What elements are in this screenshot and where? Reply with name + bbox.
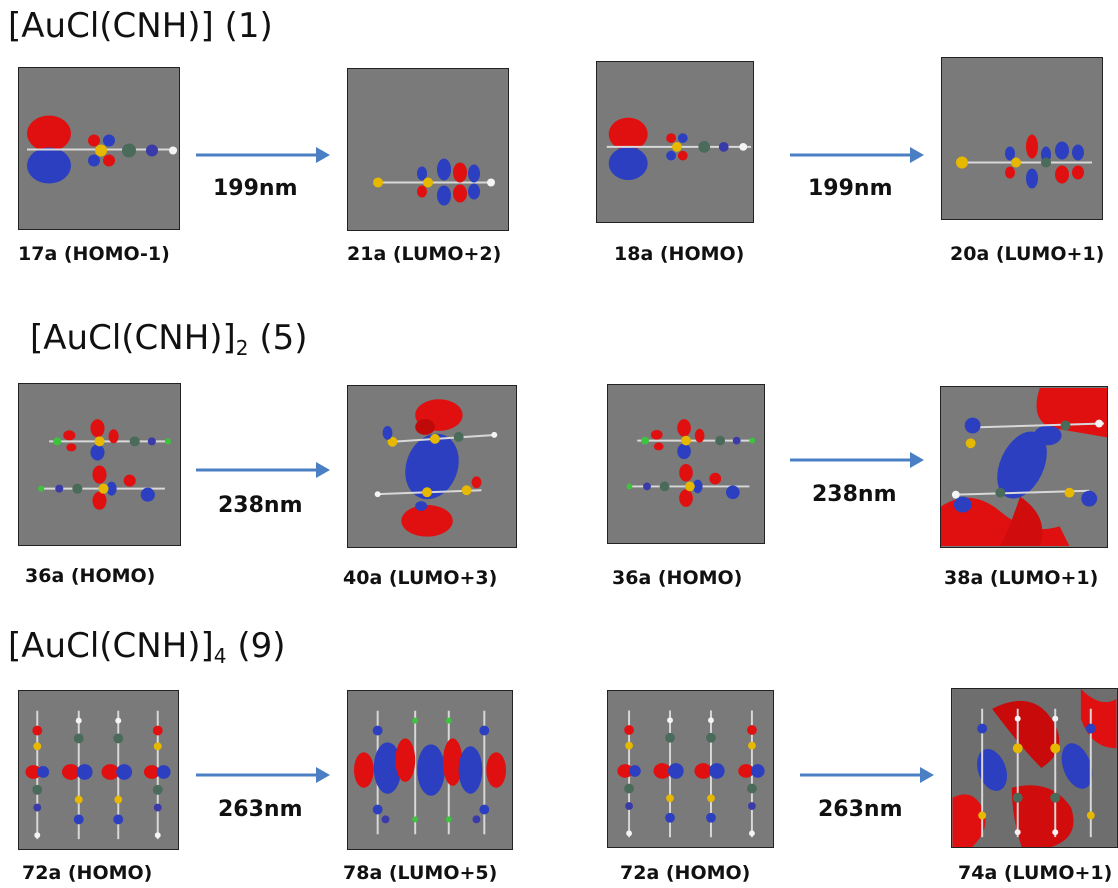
transition-arrow-1a xyxy=(196,145,331,165)
orbital-panel-72a-homo-b xyxy=(607,690,774,848)
orbital-panel-40a-lumo-3 xyxy=(347,385,517,548)
orbital-caption: 17a (HOMO-1) xyxy=(18,243,170,265)
orbital-caption: 36a (HOMO) xyxy=(612,567,743,589)
orbital-panel-36a-homo xyxy=(18,383,181,546)
orbital-caption: 72a (HOMO) xyxy=(620,862,751,884)
orbital-panel-21a-lumo-2 xyxy=(347,68,509,231)
orbital-caption: 74a (LUMO+1) xyxy=(958,862,1113,884)
orbital-panel-74a-lumo-1 xyxy=(951,688,1118,848)
wavelength-label: 263nm xyxy=(218,797,303,822)
orbital-caption: 36a (HOMO) xyxy=(25,565,156,587)
orbital-panel-18a-homo xyxy=(596,61,754,223)
wavelength-label: 238nm xyxy=(812,482,897,507)
orbital-caption: 21a (LUMO+2) xyxy=(347,243,502,265)
orbital-caption: 40a (LUMO+3) xyxy=(343,567,498,589)
orbital-panel-36a-homo-b xyxy=(607,384,765,544)
wavelength-label: 199nm xyxy=(808,176,893,201)
orbital-caption: 38a (LUMO+1) xyxy=(944,567,1099,589)
orbital-caption: 78a (LUMO+5) xyxy=(343,862,498,884)
section-title-1: [AuCl(CNH)] (1) xyxy=(8,6,273,46)
transition-arrow-3a xyxy=(196,765,331,785)
wavelength-label: 263nm xyxy=(818,797,903,822)
orbital-caption: 18a (HOMO) xyxy=(614,243,745,265)
wavelength-label: 238nm xyxy=(218,493,303,518)
orbital-panel-17a-homo-1 xyxy=(18,67,180,230)
section-title-3: [AuCl(CNH)]4 (9) xyxy=(8,626,286,668)
transition-arrow-1b xyxy=(790,145,925,165)
section-title-2: [AuCl(CNH)]2 (5) xyxy=(30,318,308,360)
transition-arrow-3b xyxy=(800,765,935,785)
orbital-panel-38a-lumo-1 xyxy=(940,386,1108,548)
orbital-panel-72a-homo xyxy=(18,690,179,850)
orbital-caption: 72a (HOMO) xyxy=(22,862,153,884)
orbital-panel-20a-lumo-1 xyxy=(941,57,1103,220)
wavelength-label: 199nm xyxy=(213,176,298,201)
orbital-panel-78a-lumo-5 xyxy=(347,690,513,850)
transition-arrow-2a xyxy=(196,460,331,480)
orbital-caption: 20a (LUMO+1) xyxy=(950,243,1105,265)
transition-arrow-2b xyxy=(790,450,925,470)
